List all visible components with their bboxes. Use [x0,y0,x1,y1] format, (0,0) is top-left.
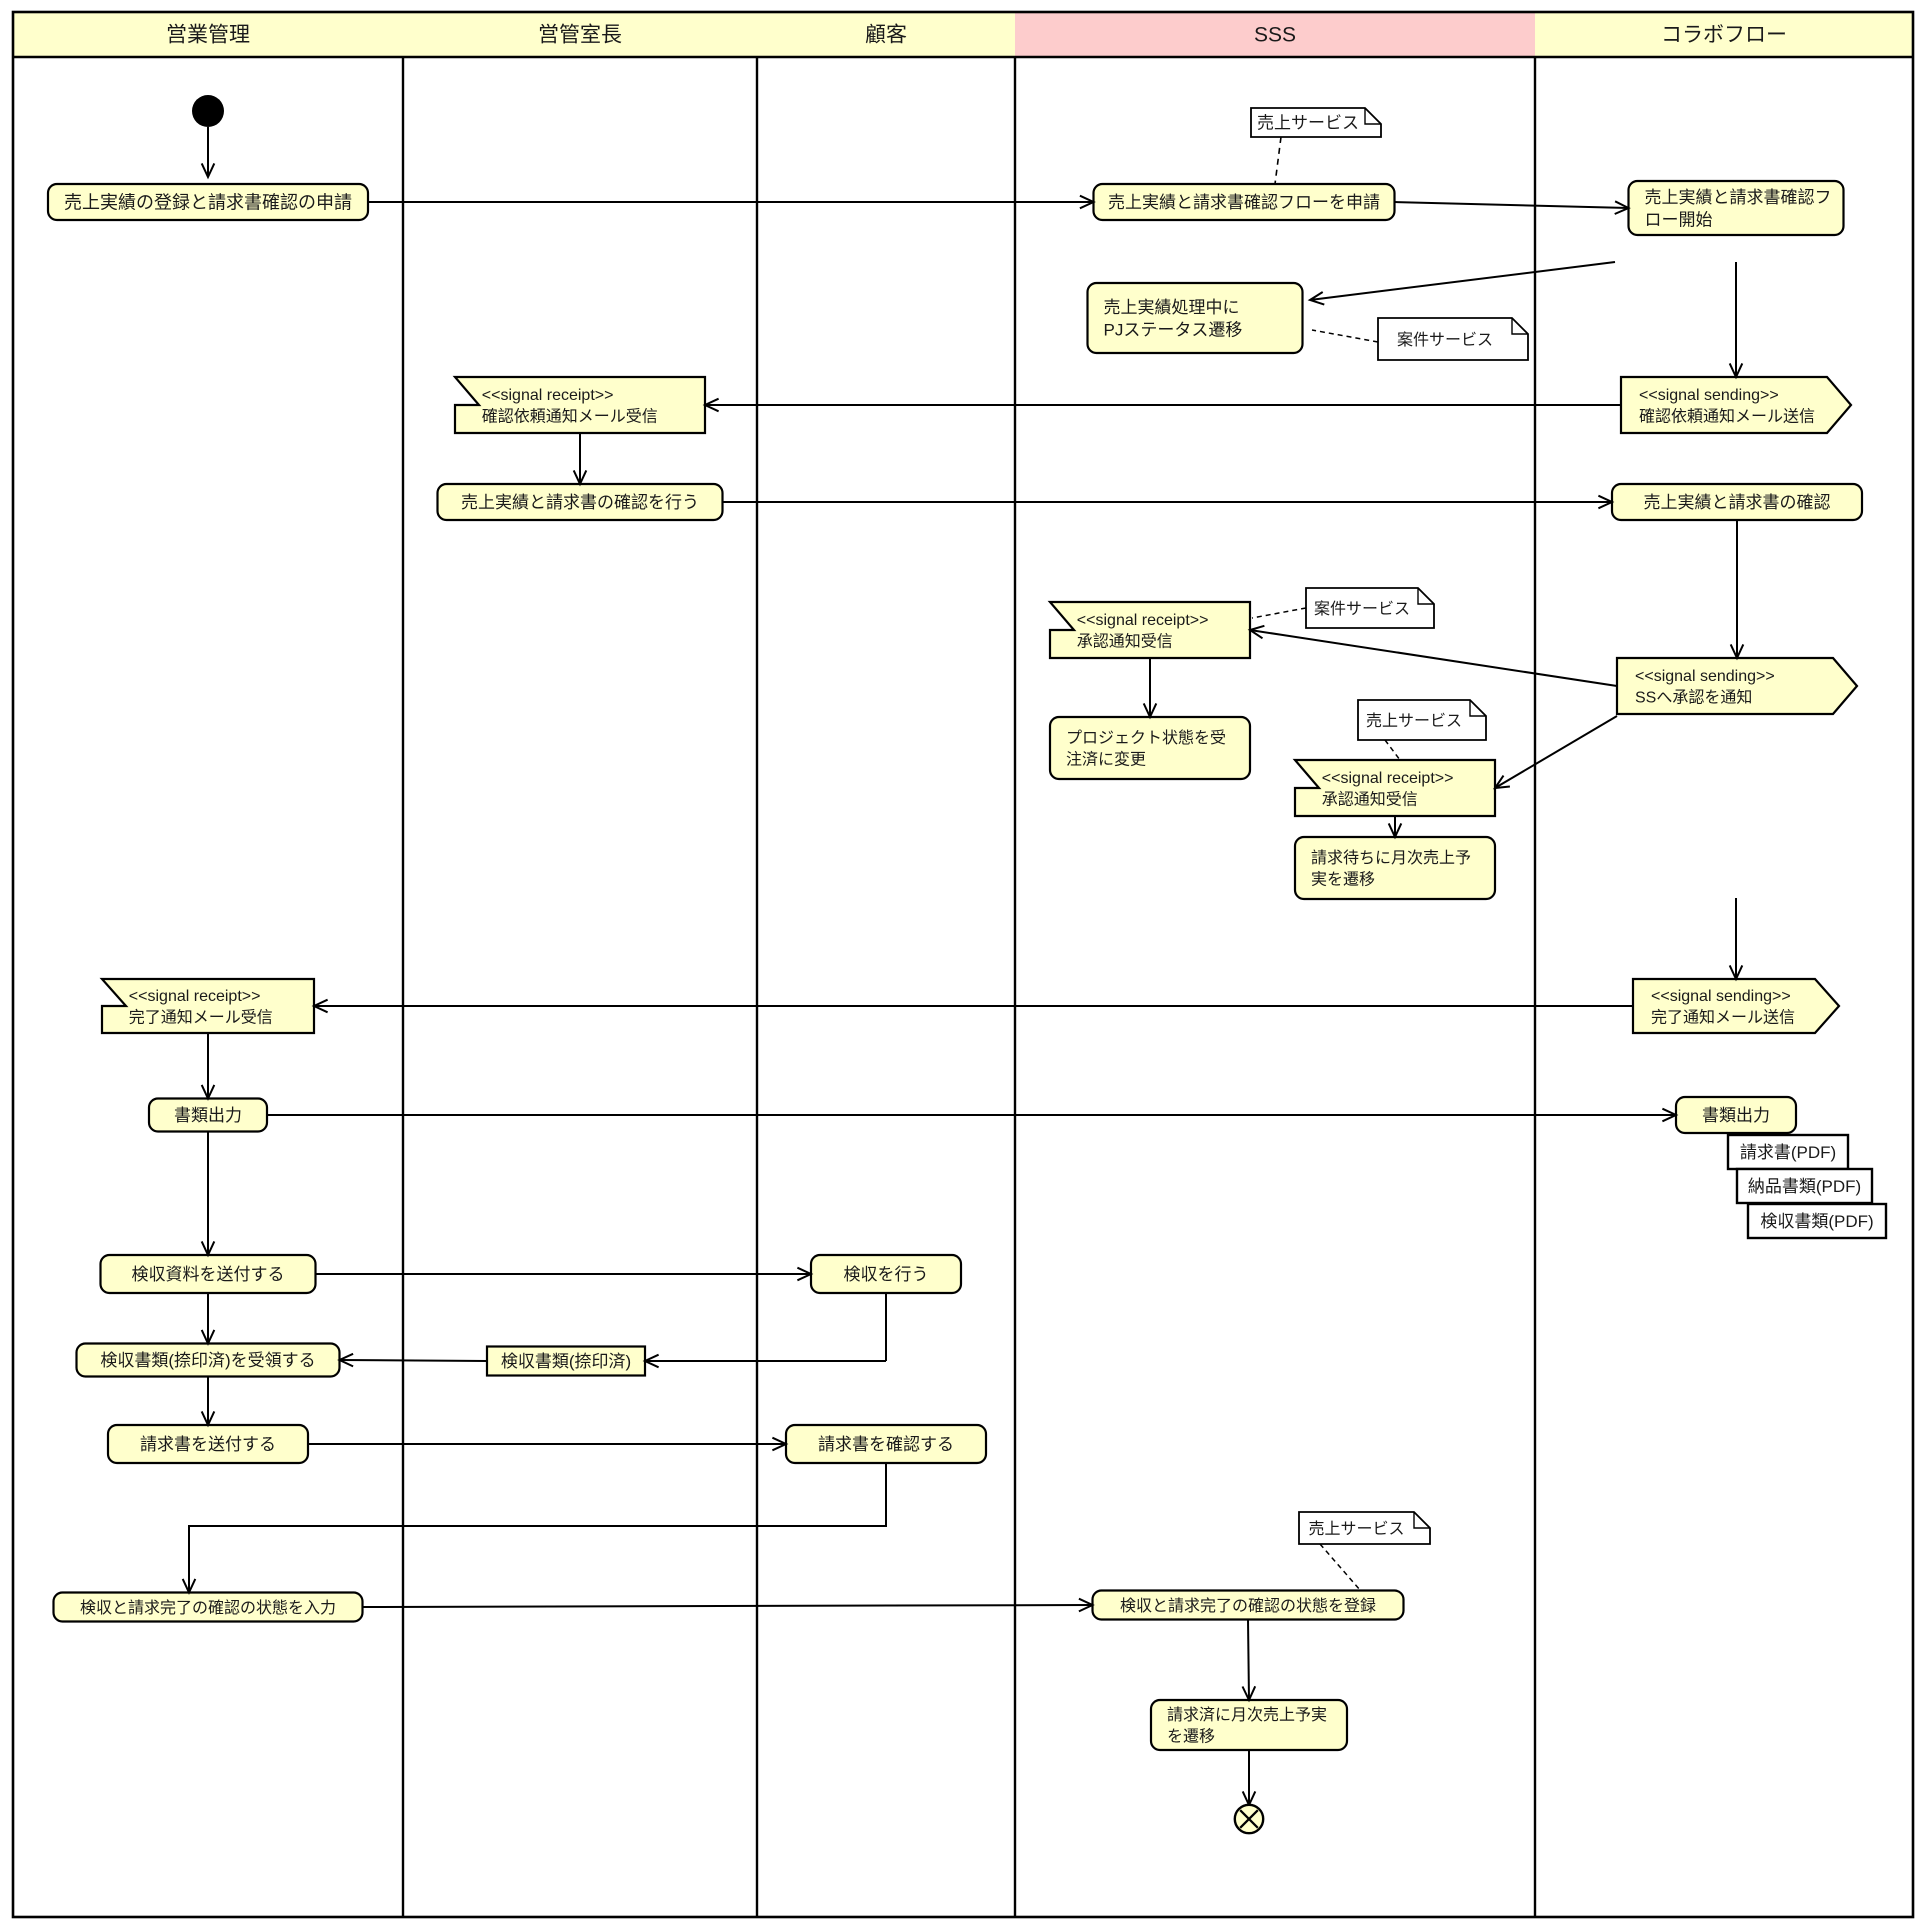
svg-text:売上実績と請求書の確認を行う: 売上実績と請求書の確認を行う [461,493,699,512]
svg-text:プロジェクト状態を受: プロジェクト状態を受 [1066,729,1226,747]
svg-text:コラボフロー: コラボフロー [1661,24,1787,47]
svg-text:<<signal receipt>>: <<signal receipt>> [482,387,614,404]
svg-text:納品書類(PDF): 納品書類(PDF) [1748,1177,1861,1196]
svg-text:承認通知受信: 承認通知受信 [1322,790,1418,808]
svg-text:営業管理: 営業管理 [166,24,250,47]
svg-text:請求書を確認する: 請求書を確認する [818,1435,954,1454]
svg-text:営管室長: 営管室長 [538,24,622,47]
svg-text:確認依頼通知メール受信: 確認依頼通知メール受信 [482,407,658,425]
svg-text:完了通知メール受信: 完了通知メール受信 [129,1008,273,1026]
svg-text:検収資料を送付する: 検収資料を送付する [132,1265,285,1284]
svg-text:書類出力: 書類出力 [1702,1106,1770,1125]
svg-text:承認通知受信: 承認通知受信 [1077,632,1173,650]
svg-text:検収書類(PDF): 検収書類(PDF) [1760,1212,1873,1231]
svg-text:請求書を送付する: 請求書を送付する [140,1435,276,1454]
svg-text:売上実績と請求書の確認: 売上実績と請求書の確認 [1644,493,1831,512]
svg-text:書類出力: 書類出力 [174,1106,242,1125]
svg-text:売上サービス: 売上サービス [1366,712,1462,730]
svg-text:請求済に月次売上予実: 請求済に月次売上予実 [1167,1706,1327,1724]
svg-text:ロー開始: ロー開始 [1645,210,1713,229]
svg-text:売上実績処理中に: 売上実績処理中に [1104,298,1240,317]
svg-text:売上サービス: 売上サービス [1308,1520,1404,1538]
svg-text:PJステータス遷移: PJステータス遷移 [1104,320,1243,339]
svg-text:SSS: SSS [1254,24,1296,47]
svg-text:請求書(PDF): 請求書(PDF) [1740,1143,1836,1162]
svg-text:を遷移: を遷移 [1167,1727,1215,1745]
svg-text:案件サービス: 案件サービス [1314,600,1410,618]
svg-text:<<signal sending>>: <<signal sending>> [1635,668,1775,685]
svg-text:<<signal receipt>>: <<signal receipt>> [1322,770,1454,787]
svg-text:売上実績と請求書確認フ: 売上実績と請求書確認フ [1645,188,1832,207]
svg-text:完了通知メール送信: 完了通知メール送信 [1651,1008,1795,1026]
svg-text:確認依頼通知メール送信: 確認依頼通知メール送信 [1639,407,1815,425]
svg-text:顧客: 顧客 [865,24,907,47]
svg-text:<<signal receipt>>: <<signal receipt>> [1077,612,1209,629]
svg-text:検収と請求完了の確認の状態を入力: 検収と請求完了の確認の状態を入力 [80,1599,336,1617]
svg-text:<<signal sending>>: <<signal sending>> [1639,387,1779,404]
svg-text:<<signal sending>>: <<signal sending>> [1651,988,1791,1005]
svg-text:注済に変更: 注済に変更 [1066,750,1146,768]
svg-text:請求待ちに月次売上予: 請求待ちに月次売上予 [1311,849,1471,867]
svg-text:検収書類(捺印済): 検収書類(捺印済) [501,1352,631,1371]
svg-text:検収を行う: 検収を行う [844,1265,929,1284]
svg-text:SSへ承認を通知: SSへ承認を通知 [1635,688,1752,706]
svg-text:検収と請求完了の確認の状態を登録: 検収と請求完了の確認の状態を登録 [1120,1597,1376,1615]
svg-text:<<signal receipt>>: <<signal receipt>> [129,988,261,1005]
svg-text:実を遷移: 実を遷移 [1311,870,1375,888]
svg-text:売上実績の登録と請求書確認の申請: 売上実績の登録と請求書確認の申請 [64,193,352,213]
svg-text:売上サービス: 売上サービス [1257,114,1359,133]
svg-text:案件サービス: 案件サービス [1397,331,1493,349]
svg-text:売上実績と請求書確認フローを申請: 売上実績と請求書確認フローを申請 [1108,193,1380,212]
svg-text:検収書類(捺印済)を受領する: 検収書類(捺印済)を受領する [100,1351,315,1370]
